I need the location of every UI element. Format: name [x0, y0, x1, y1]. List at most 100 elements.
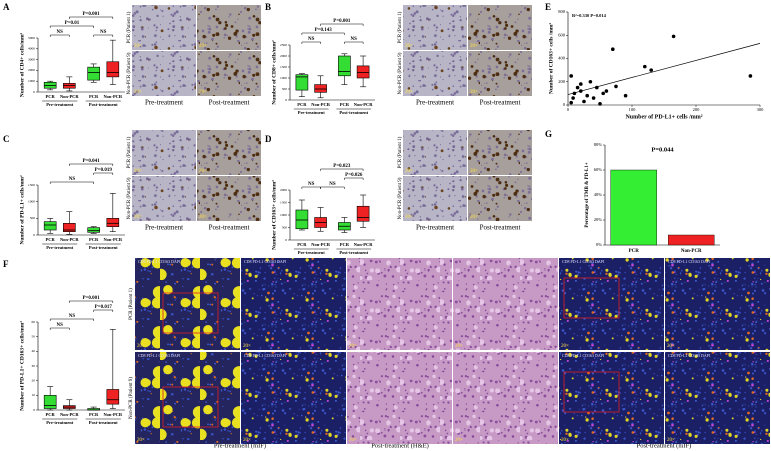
x-axis-label: Number of PD-L1+ cells /mm² — [625, 114, 702, 120]
x-tick-label: 300 — [757, 107, 765, 112]
phase-label: Post-treatment — [339, 250, 368, 255]
group-label: Non-PCR — [103, 94, 122, 99]
channel-legend: CD8 PD-L1 CD163 DAPI — [244, 353, 287, 358]
panel-letter: B — [265, 2, 271, 12]
group-label: Non-PCR — [354, 242, 373, 247]
bracket — [301, 41, 321, 44]
panel-letter: D — [265, 134, 272, 144]
bracket — [93, 34, 114, 37]
y-tick-label: 20 — [32, 378, 36, 382]
group-label: Non-PCR — [60, 94, 79, 99]
micrograph — [468, 176, 532, 221]
y-tick-label: 600 — [558, 32, 566, 37]
channel-legend: CD8 PD-L1 CD163 DAPI — [138, 259, 181, 264]
channel-legend: CD8 PD-L1 CD163 DAPI — [562, 259, 605, 264]
y-tick-label: 400 — [558, 56, 566, 61]
point — [575, 85, 580, 90]
p-value: NS — [57, 30, 64, 35]
p-value: P=0.017 — [95, 305, 113, 310]
row-label: Non-PCR (Patient 9) — [398, 177, 403, 219]
bracket — [301, 186, 321, 189]
box — [43, 395, 57, 409]
point — [643, 64, 647, 69]
micrograph — [403, 51, 467, 96]
box — [295, 209, 309, 230]
y-axis-label: Number of PD-L1+ cells/mm² — [19, 175, 25, 245]
micrograph — [403, 130, 467, 175]
panel-letter: A — [3, 2, 10, 12]
y-tick-label: 60% — [594, 167, 603, 172]
group-label: PCR — [340, 242, 350, 247]
row-label: PCR (Patient 1) — [127, 136, 132, 168]
x-tick-label: 0 — [567, 107, 570, 112]
box — [106, 218, 120, 227]
p-value: P=0.001 — [82, 296, 100, 301]
y-tick-label: 1000 — [28, 199, 35, 203]
x-tick-label: 100 — [629, 107, 637, 112]
micrograph — [347, 352, 452, 444]
col-label: Post-treatment — [209, 99, 250, 107]
magnification: 20× — [561, 344, 569, 349]
bar — [668, 234, 715, 246]
p-value: NS — [100, 30, 107, 35]
magnification: 20× — [405, 90, 413, 95]
box — [106, 389, 120, 405]
phase-label: Pre-treatment — [298, 110, 326, 115]
y-axis-label: Number of PD-L1+ CD163+ cells/mm² — [19, 321, 25, 411]
box — [356, 65, 370, 79]
group-label: PCR — [89, 94, 99, 99]
micrograph — [559, 352, 664, 444]
group-label: Non-PCR — [103, 237, 122, 242]
col-label: Pre-treatment — [416, 99, 454, 107]
micrograph — [665, 258, 770, 350]
y-axis-label: Number of CD163+ cells/mm² — [271, 180, 277, 250]
p-value: NS — [351, 37, 358, 42]
phase-label: Post-treatment — [89, 420, 118, 425]
x-tick-label: PCR — [629, 249, 640, 254]
micrograph — [347, 258, 452, 350]
group-label: Non-PCR — [60, 237, 79, 242]
micrograph — [135, 258, 240, 350]
point — [671, 34, 676, 39]
magnification: 20× — [137, 344, 145, 349]
point — [598, 102, 602, 106]
col-label: Post-treatment — [480, 99, 521, 107]
annotation: P=0.044 — [651, 146, 674, 153]
micrograph — [453, 352, 558, 444]
group-label: PCR — [89, 412, 99, 417]
p-value: NS — [329, 182, 336, 187]
point — [611, 47, 615, 51]
y-tick-label: 40 — [32, 349, 36, 353]
channel-legend: CD8 PD-L1 CD163 DAPI — [668, 259, 711, 264]
y-tick-label: 0% — [596, 242, 602, 247]
y-tick-label: 500 — [282, 225, 288, 229]
x-tick-label: 200 — [693, 107, 701, 112]
panel-letter: C — [3, 134, 10, 144]
magnification: 20× — [470, 44, 478, 49]
group-label: PCR — [340, 102, 350, 107]
phase-label: Post-treatment — [89, 245, 118, 250]
p-value: P=0.041 — [82, 159, 100, 164]
channel-legend: CD8 PD-L1 CD163 DAPI — [562, 353, 605, 358]
group-label: Non-PCR — [60, 412, 79, 417]
point — [582, 99, 586, 104]
row-label: Non-PCR (Patient 9) — [127, 177, 132, 219]
magnification: 20× — [405, 44, 413, 49]
micrograph — [468, 51, 532, 96]
zoom-box — [162, 386, 219, 428]
point — [571, 96, 575, 100]
y-tick-label: 80% — [594, 142, 603, 147]
p-value: P=0.143 — [315, 28, 333, 33]
magnification: 20× — [470, 215, 478, 220]
y-tick-label: 40% — [594, 192, 603, 197]
y-tick-label: 0 — [285, 238, 287, 242]
magnification: 20× — [667, 344, 675, 349]
magnification: 20× — [470, 90, 478, 95]
phase-label: Pre-treatment — [46, 420, 74, 425]
micrograph — [468, 130, 532, 175]
point — [601, 91, 605, 96]
row-label: PCR (Patient 1) — [127, 11, 132, 43]
micrograph — [132, 5, 196, 50]
phase-label: Post-treatment — [339, 110, 368, 115]
bracket — [49, 327, 70, 330]
